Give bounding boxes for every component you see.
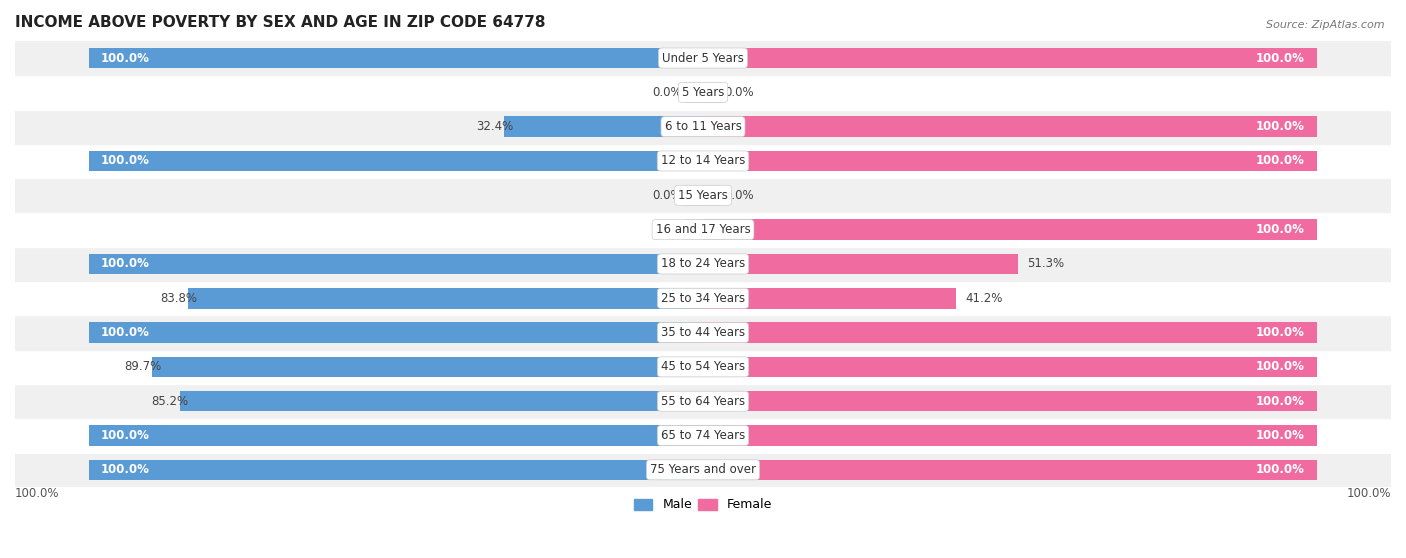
Bar [89, 460, 703, 480]
Text: 0.0%: 0.0% [652, 223, 682, 236]
Bar [15, 41, 1391, 75]
Bar [503, 117, 703, 137]
Text: 100.0%: 100.0% [1256, 395, 1305, 408]
Text: 55 to 64 Years: 55 to 64 Years [661, 395, 745, 408]
Bar [703, 391, 1317, 411]
Text: 0.0%: 0.0% [652, 86, 682, 99]
Text: Under 5 Years: Under 5 Years [662, 51, 744, 65]
Bar [703, 151, 1317, 171]
Bar [15, 213, 1391, 247]
Text: 100.0%: 100.0% [1256, 51, 1305, 65]
Text: 89.7%: 89.7% [124, 360, 162, 373]
Bar [15, 247, 1391, 281]
Text: 16 and 17 Years: 16 and 17 Years [655, 223, 751, 236]
Text: 100.0%: 100.0% [1256, 223, 1305, 236]
Text: 100.0%: 100.0% [1256, 120, 1305, 133]
Text: 0.0%: 0.0% [724, 189, 754, 202]
Text: 32.4%: 32.4% [477, 120, 513, 133]
Bar [685, 82, 703, 103]
Text: 6 to 11 Years: 6 to 11 Years [665, 120, 741, 133]
Bar [703, 82, 721, 103]
Text: 25 to 34 Years: 25 to 34 Years [661, 292, 745, 305]
Bar [89, 425, 703, 446]
Text: 100.0%: 100.0% [1256, 429, 1305, 442]
Bar [703, 425, 1317, 446]
Text: 18 to 24 Years: 18 to 24 Years [661, 257, 745, 271]
Bar [15, 75, 1391, 109]
Text: 100.0%: 100.0% [101, 429, 150, 442]
Text: 100.0%: 100.0% [1256, 155, 1305, 167]
Bar [703, 185, 721, 205]
Bar [703, 357, 1317, 377]
Legend: Male, Female: Male, Female [628, 493, 778, 516]
Bar [89, 323, 703, 343]
Text: 100.0%: 100.0% [1256, 326, 1305, 339]
Bar [703, 323, 1317, 343]
Text: 100.0%: 100.0% [1256, 360, 1305, 373]
Bar [152, 357, 703, 377]
Text: 0.0%: 0.0% [652, 189, 682, 202]
Bar [15, 178, 1391, 213]
Bar [703, 254, 1018, 274]
Bar [15, 281, 1391, 315]
Bar [89, 151, 703, 171]
Text: INCOME ABOVE POVERTY BY SEX AND AGE IN ZIP CODE 64778: INCOME ABOVE POVERTY BY SEX AND AGE IN Z… [15, 15, 546, 30]
Text: 100.0%: 100.0% [101, 463, 150, 477]
Bar [15, 109, 1391, 144]
Text: 35 to 44 Years: 35 to 44 Years [661, 326, 745, 339]
Bar [15, 418, 1391, 453]
Text: 100.0%: 100.0% [101, 51, 150, 65]
Bar [180, 391, 703, 411]
Text: 45 to 54 Years: 45 to 54 Years [661, 360, 745, 373]
Bar [15, 453, 1391, 487]
Text: 83.8%: 83.8% [160, 292, 197, 305]
Bar [703, 460, 1317, 480]
Text: 100.0%: 100.0% [1256, 463, 1305, 477]
Bar [703, 288, 956, 309]
Text: 85.2%: 85.2% [152, 395, 188, 408]
Text: 51.3%: 51.3% [1028, 257, 1064, 271]
Text: 5 Years: 5 Years [682, 86, 724, 99]
Text: 100.0%: 100.0% [101, 326, 150, 339]
Text: 100.0%: 100.0% [15, 487, 59, 500]
Text: 12 to 14 Years: 12 to 14 Years [661, 155, 745, 167]
Bar [15, 350, 1391, 384]
Bar [89, 254, 703, 274]
Text: 75 Years and over: 75 Years and over [650, 463, 756, 477]
Text: 100.0%: 100.0% [101, 257, 150, 271]
Bar [188, 288, 703, 309]
Text: 0.0%: 0.0% [724, 86, 754, 99]
Bar [685, 185, 703, 205]
Bar [15, 384, 1391, 418]
Text: 41.2%: 41.2% [966, 292, 1002, 305]
Bar [703, 117, 1317, 137]
Text: 65 to 74 Years: 65 to 74 Years [661, 429, 745, 442]
Text: Source: ZipAtlas.com: Source: ZipAtlas.com [1267, 20, 1385, 30]
Bar [685, 219, 703, 240]
Text: 15 Years: 15 Years [678, 189, 728, 202]
Bar [15, 144, 1391, 178]
Text: 100.0%: 100.0% [1347, 487, 1391, 500]
Bar [703, 219, 1317, 240]
Text: 100.0%: 100.0% [101, 155, 150, 167]
Bar [703, 48, 1317, 68]
Bar [15, 315, 1391, 350]
Bar [89, 48, 703, 68]
